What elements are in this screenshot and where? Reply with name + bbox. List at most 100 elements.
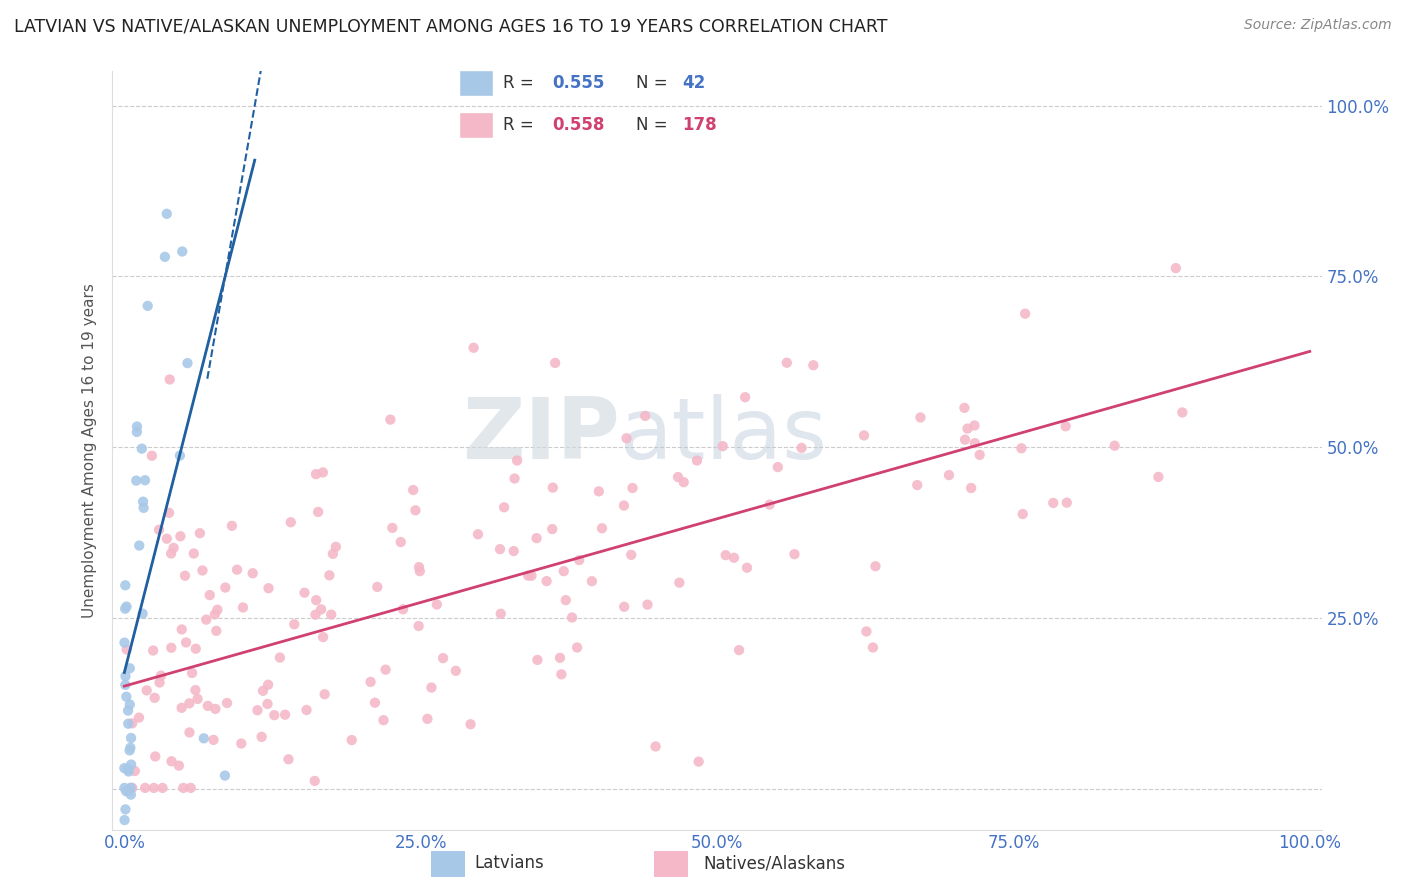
- Text: R =: R =: [502, 74, 538, 92]
- Text: 178: 178: [682, 116, 717, 134]
- Point: [1171, 405, 1194, 419]
- Point: [193, 731, 215, 746]
- Text: Natives/Alaskans: Natives/Alaskans: [703, 854, 845, 872]
- Point: [134, 473, 156, 487]
- Point: [1010, 442, 1032, 456]
- Text: R =: R =: [502, 116, 538, 134]
- Point: [183, 546, 205, 560]
- Point: [801, 358, 824, 372]
- Point: [402, 483, 425, 497]
- Point: [294, 585, 316, 599]
- Point: [125, 425, 148, 439]
- Point: [489, 607, 512, 621]
- Point: [322, 547, 344, 561]
- Point: [790, 441, 813, 455]
- Point: [280, 515, 302, 529]
- Point: [250, 730, 273, 744]
- Point: [408, 560, 430, 574]
- Point: [215, 696, 238, 710]
- Point: [938, 468, 960, 483]
- Point: [114, 813, 136, 827]
- Text: Source: ZipAtlas.com: Source: ZipAtlas.com: [1244, 18, 1392, 32]
- Point: [135, 683, 157, 698]
- Point: [409, 564, 432, 578]
- Point: [360, 674, 382, 689]
- Point: [1056, 495, 1078, 509]
- Point: [432, 651, 454, 665]
- Point: [142, 780, 165, 795]
- Point: [150, 668, 173, 682]
- Point: [179, 725, 201, 739]
- Point: [131, 607, 153, 621]
- Point: [159, 372, 181, 386]
- Point: [205, 624, 228, 638]
- Point: [214, 768, 236, 782]
- Point: [117, 704, 139, 718]
- Point: [114, 780, 136, 795]
- Point: [226, 563, 249, 577]
- Point: [426, 598, 449, 612]
- Point: [141, 449, 163, 463]
- Point: [734, 390, 756, 404]
- Point: [728, 643, 751, 657]
- Point: [160, 754, 183, 768]
- Point: [321, 607, 343, 622]
- Point: [221, 518, 243, 533]
- Point: [115, 642, 138, 657]
- Point: [117, 716, 139, 731]
- Point: [314, 687, 336, 701]
- Point: [526, 531, 548, 545]
- Point: [554, 593, 576, 607]
- Point: [160, 640, 183, 655]
- Point: [257, 581, 280, 595]
- Point: [163, 541, 186, 555]
- Point: [305, 467, 328, 482]
- Point: [204, 702, 226, 716]
- Point: [536, 574, 558, 588]
- Point: [121, 780, 143, 795]
- Point: [131, 442, 153, 456]
- Point: [404, 503, 426, 517]
- Point: [148, 523, 170, 537]
- Point: [714, 548, 737, 562]
- Point: [188, 526, 211, 541]
- Point: [366, 580, 388, 594]
- Point: [960, 481, 983, 495]
- Point: [581, 574, 603, 589]
- Point: [134, 780, 156, 795]
- Point: [242, 566, 264, 581]
- Point: [544, 356, 567, 370]
- Y-axis label: Unemployment Among Ages 16 to 19 years: Unemployment Among Ages 16 to 19 years: [82, 283, 97, 618]
- Point: [120, 757, 142, 772]
- Point: [114, 678, 136, 692]
- Point: [686, 453, 709, 467]
- Point: [128, 539, 150, 553]
- FancyBboxPatch shape: [654, 851, 688, 877]
- Point: [460, 717, 482, 731]
- Point: [117, 762, 139, 776]
- Point: [179, 697, 201, 711]
- Point: [963, 418, 986, 433]
- Point: [374, 663, 396, 677]
- Point: [568, 553, 591, 567]
- Point: [550, 667, 572, 681]
- Point: [191, 564, 214, 578]
- Point: [616, 431, 638, 445]
- Point: [305, 593, 328, 607]
- Point: [307, 505, 329, 519]
- Point: [776, 356, 799, 370]
- Point: [204, 607, 226, 622]
- Point: [541, 522, 564, 536]
- Point: [312, 466, 335, 480]
- Point: [389, 535, 412, 549]
- Point: [1164, 261, 1187, 276]
- Point: [246, 703, 269, 717]
- Point: [520, 568, 543, 582]
- Point: [953, 401, 976, 415]
- Point: [136, 299, 159, 313]
- Point: [232, 600, 254, 615]
- Point: [184, 641, 207, 656]
- Point: [953, 433, 976, 447]
- Point: [489, 542, 512, 557]
- Text: atlas: atlas: [620, 393, 828, 477]
